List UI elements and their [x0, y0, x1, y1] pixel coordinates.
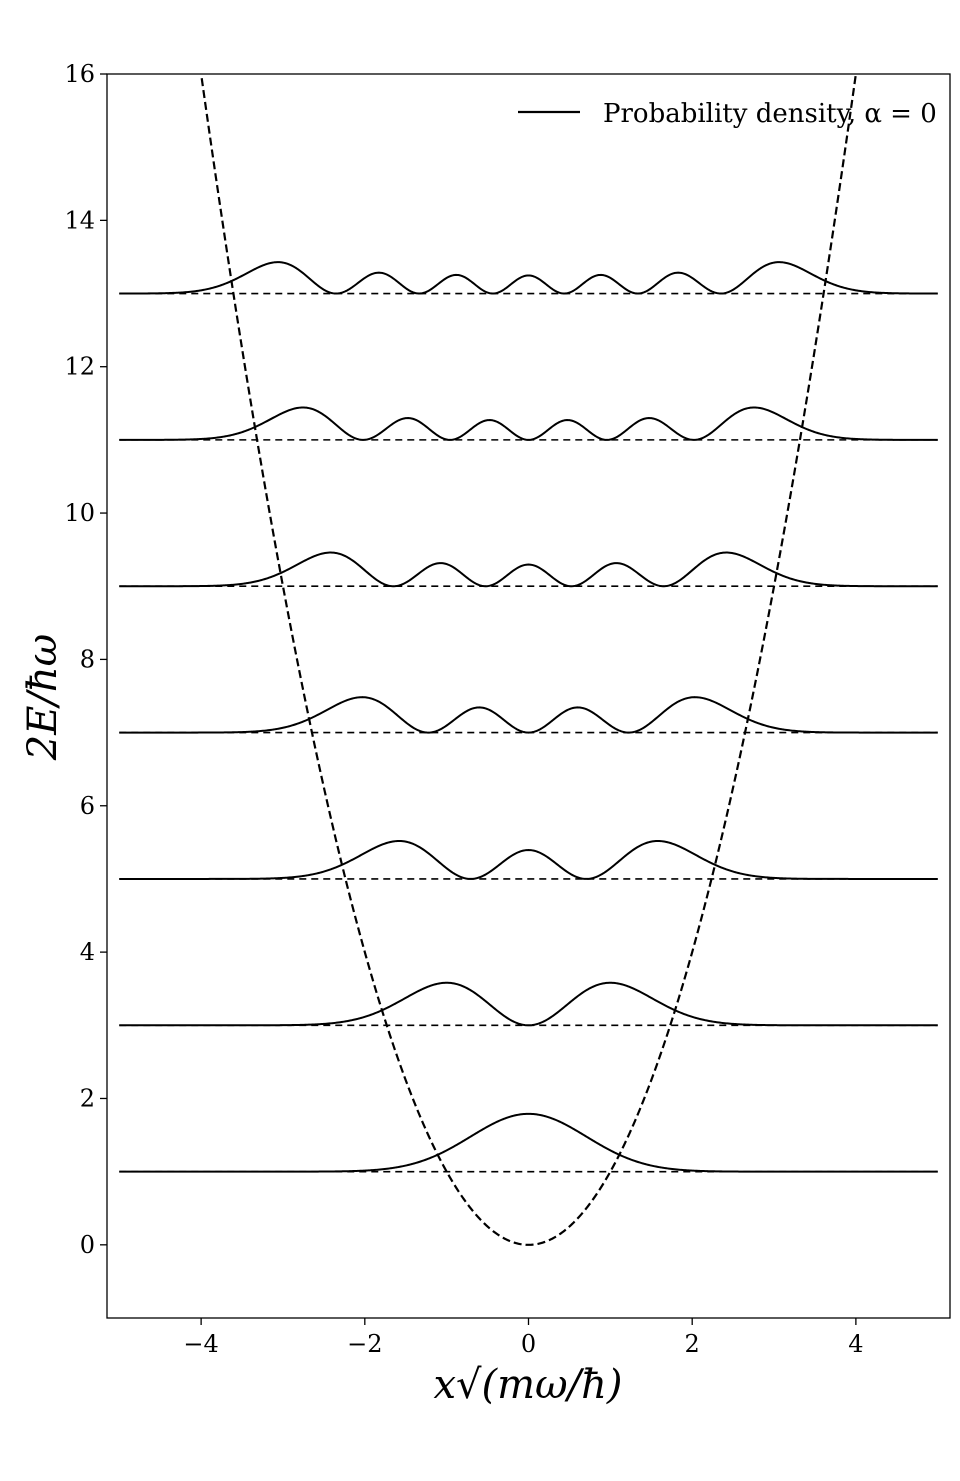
density-curve-n0	[119, 1112, 938, 1173]
y-tick-label: 6	[80, 792, 95, 820]
x-axis-label: x√(mω/ħ)	[433, 1362, 622, 1408]
density-curve-n6	[119, 261, 938, 295]
legend-entry-label: Probability density, α = 0	[603, 99, 937, 129]
x-tick-label: 2	[685, 1330, 700, 1358]
ticks-layer: −4 −2 0 2 4 0 2 4 6 8 10 12 14 16	[64, 60, 863, 1358]
y-tick-label: 10	[64, 499, 95, 527]
potential-curve	[200, 74, 857, 1246]
y-tick-label: 8	[80, 645, 95, 673]
x-tick-label: 4	[848, 1330, 863, 1358]
plot-frame	[106, 73, 951, 1319]
density-curve-n4	[119, 551, 938, 588]
y-tick-label: 16	[64, 60, 95, 88]
y-tick-label: 2	[80, 1084, 95, 1112]
y-axis-label: 2E/ħω	[20, 634, 66, 762]
density-curve-n1	[119, 981, 938, 1027]
y-tick-label: 12	[64, 353, 95, 381]
y-tick-label: 14	[64, 206, 95, 234]
y-tick-label: 4	[80, 938, 95, 966]
plot-layer	[119, 74, 938, 1246]
density-curve-n2	[119, 839, 938, 880]
x-tick-label: 0	[521, 1330, 536, 1358]
density-curve-n5	[119, 406, 938, 441]
legend: Probability density, α = 0	[518, 99, 937, 129]
y-tick-label: 0	[80, 1231, 95, 1259]
x-tick-label: −4	[183, 1330, 218, 1358]
density-curve-n3	[119, 696, 938, 734]
x-tick-label: −2	[347, 1330, 382, 1358]
